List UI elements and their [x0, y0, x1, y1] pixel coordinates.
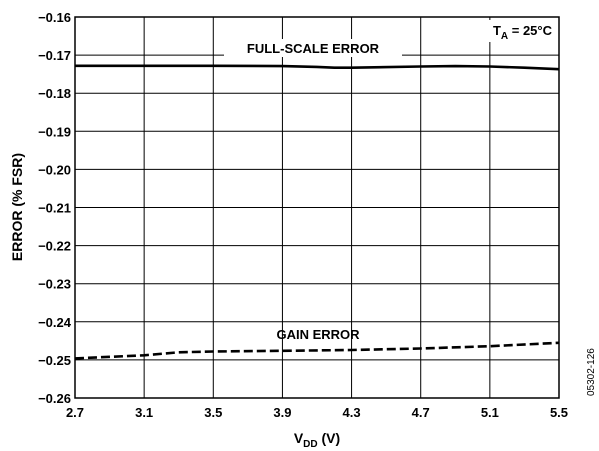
full-scale-label-group: FULL-SCALE ERROR	[224, 39, 402, 57]
temperature-value: = 25°C	[508, 23, 552, 38]
series-layer	[74, 64, 560, 360]
y-tick-label: −0.16	[38, 10, 71, 25]
x-tick-label: 5.5	[550, 405, 568, 420]
x-axis-title: VDD (V)	[294, 430, 340, 450]
y-tick-label: −0.24	[38, 315, 72, 330]
x-tick-label: 5.1	[481, 405, 499, 420]
x-tick-label: 4.3	[343, 405, 361, 420]
full-scale-label-bg	[224, 39, 402, 57]
gain-error-line	[74, 341, 560, 360]
x-tick-label: 3.1	[135, 405, 153, 420]
y-tick-label: −0.25	[38, 353, 71, 368]
y-axis-title: ERROR (% FSR)	[9, 153, 25, 261]
tick-labels: 2.7 3.1 3.5 3.9 4.3 4.7 5.1 5.5 −0.16 −0.17 −0.18 −…	[38, 10, 568, 420]
y-tick-label: −0.21	[38, 201, 71, 216]
grid	[75, 17, 559, 398]
temperature-label-bg	[466, 20, 556, 42]
y-tick-label: −0.19	[38, 124, 71, 139]
x-tick-label: 2.7	[66, 405, 84, 420]
plot-frame	[74, 16, 560, 399]
figure-id: 05302-126	[586, 348, 597, 396]
x-axis-title-main: V	[294, 430, 304, 446]
temperature-subscript: A	[501, 31, 508, 42]
y-tick-label: −0.23	[38, 277, 71, 292]
x-axis-title-subscript: DD	[303, 439, 317, 450]
x-tick-label: 3.5	[204, 405, 222, 420]
x-tick-label: 3.9	[273, 405, 291, 420]
y-tick-label: −0.22	[38, 239, 71, 254]
full-scale-error-label: FULL-SCALE ERROR	[247, 41, 380, 56]
full-scale-error-line	[75, 64, 560, 71]
y-tick-label: −0.18	[38, 86, 71, 101]
y-tick-label: −0.17	[38, 48, 71, 63]
x-axis-title-unit: (V)	[318, 430, 341, 446]
gain-error-label: GAIN ERROR	[276, 327, 360, 342]
temperature-prefix: T	[493, 23, 501, 38]
temperature-label: TA = 25°C	[493, 23, 553, 42]
y-tick-label: −0.26	[38, 391, 71, 406]
y-tick-label: −0.20	[38, 162, 71, 177]
x-tick-label: 4.7	[412, 405, 430, 420]
